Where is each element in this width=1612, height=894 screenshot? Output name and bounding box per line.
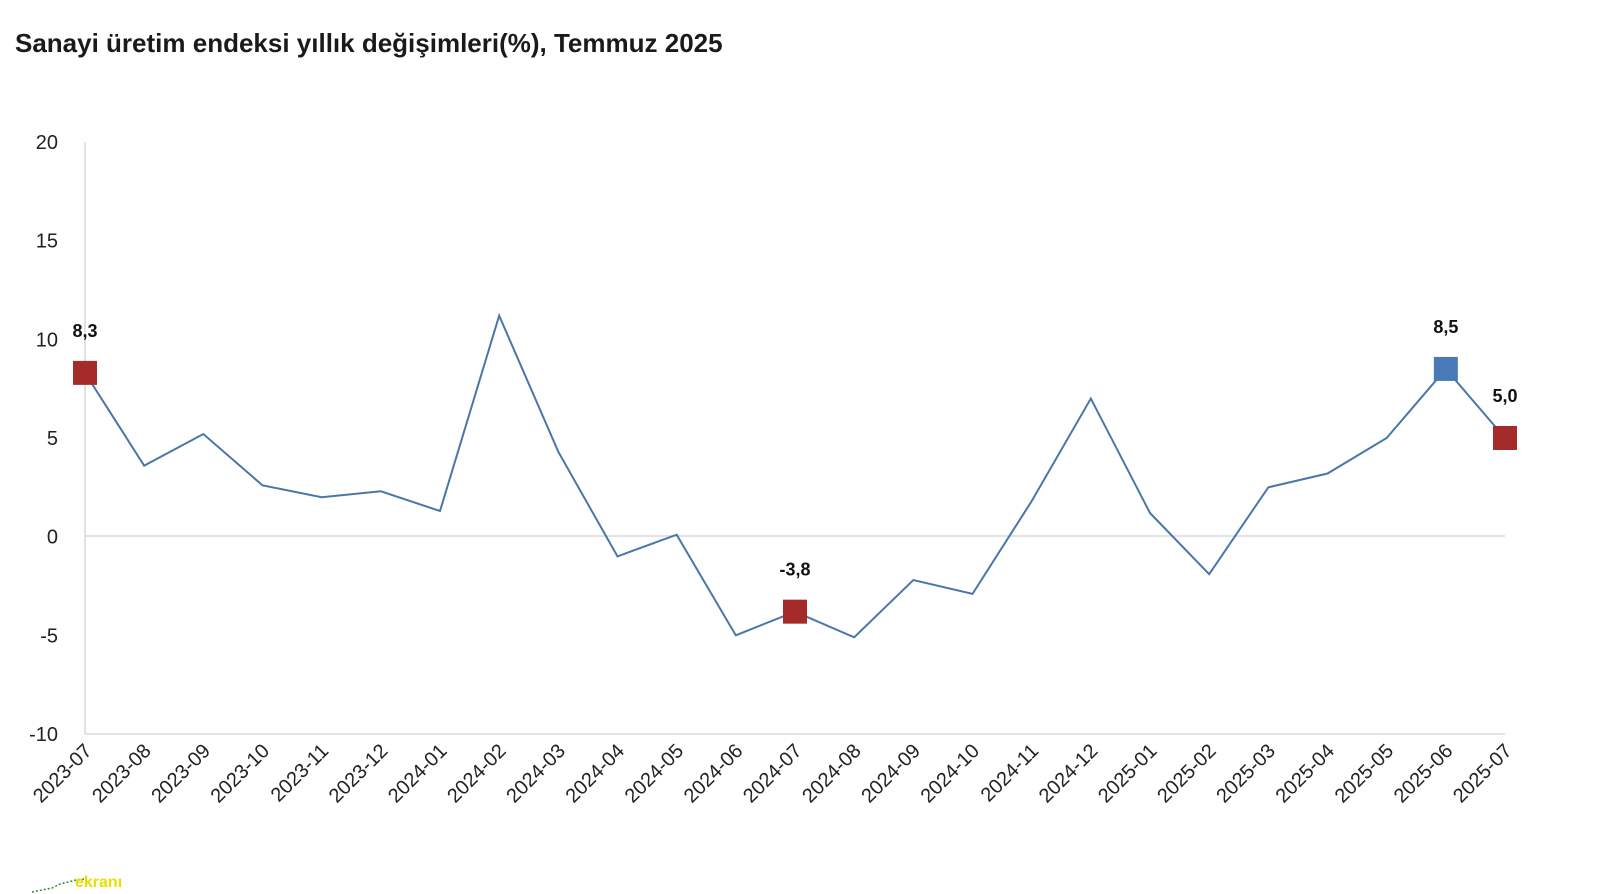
data-label: -3,8 [779,560,810,580]
x-tick-label: 2024-12 [1035,740,1102,807]
x-tick-label: 2024-08 [798,740,865,807]
y-tick-label: 0 [47,527,58,549]
highlight-marker [73,360,97,385]
y-tick-label: 20 [36,132,58,154]
y-tick-label: -10 [29,724,58,746]
x-tick-label: 2024-10 [917,740,984,807]
logo-text: ekranı [75,874,123,891]
y-tick-label: 10 [36,329,58,351]
logo-icon [31,878,85,893]
highlight-marker [1493,426,1517,450]
data-label: 8,5 [1433,317,1458,337]
x-tick-label: 2025-04 [1272,740,1339,807]
x-tick-label: 2024-02 [443,740,510,807]
highlight-marker [1433,356,1458,381]
y-tick-label: 5 [47,428,58,450]
data-label: 5,0 [1492,386,1517,406]
data-label: 8,3 [72,321,97,341]
x-tick-label: 2023-08 [88,740,155,807]
x-tick-label: 2023-11 [267,740,333,806]
x-tick-label: 2023-09 [147,740,214,807]
x-tick-label: 2023-07 [29,740,96,807]
highlight-marker [783,599,807,624]
x-tick-label: 2024-09 [857,740,924,807]
x-tick-label: 2023-12 [325,740,392,807]
x-tick-label: 2024-05 [621,740,688,807]
x-tick-label: 2023-10 [207,740,274,807]
x-tick-label: 2025-02 [1153,740,1220,807]
x-tick-label: 2024-07 [739,740,806,807]
chart-title: Sanayi üretim endeksi yıllık değişimleri… [15,28,723,58]
x-tick-label: 2024-01 [384,740,451,807]
x-tick-label: 2024-04 [562,740,629,807]
x-tick-label: 2025-03 [1212,740,1279,807]
x-tick-label: 2025-07 [1449,740,1516,807]
y-tick-label: -5 [40,625,58,647]
series-line [84,312,1506,639]
y-tick-label: 15 [36,231,58,253]
x-tick-label: 2024-06 [680,740,747,807]
x-tick-label: 2025-01 [1094,740,1161,807]
x-tick-label: 2025-06 [1390,740,1457,807]
x-tick-label: 2025-05 [1331,740,1398,807]
x-tick-label: 2024-11 [977,740,1043,806]
x-tick-label: 2024-03 [502,740,569,807]
